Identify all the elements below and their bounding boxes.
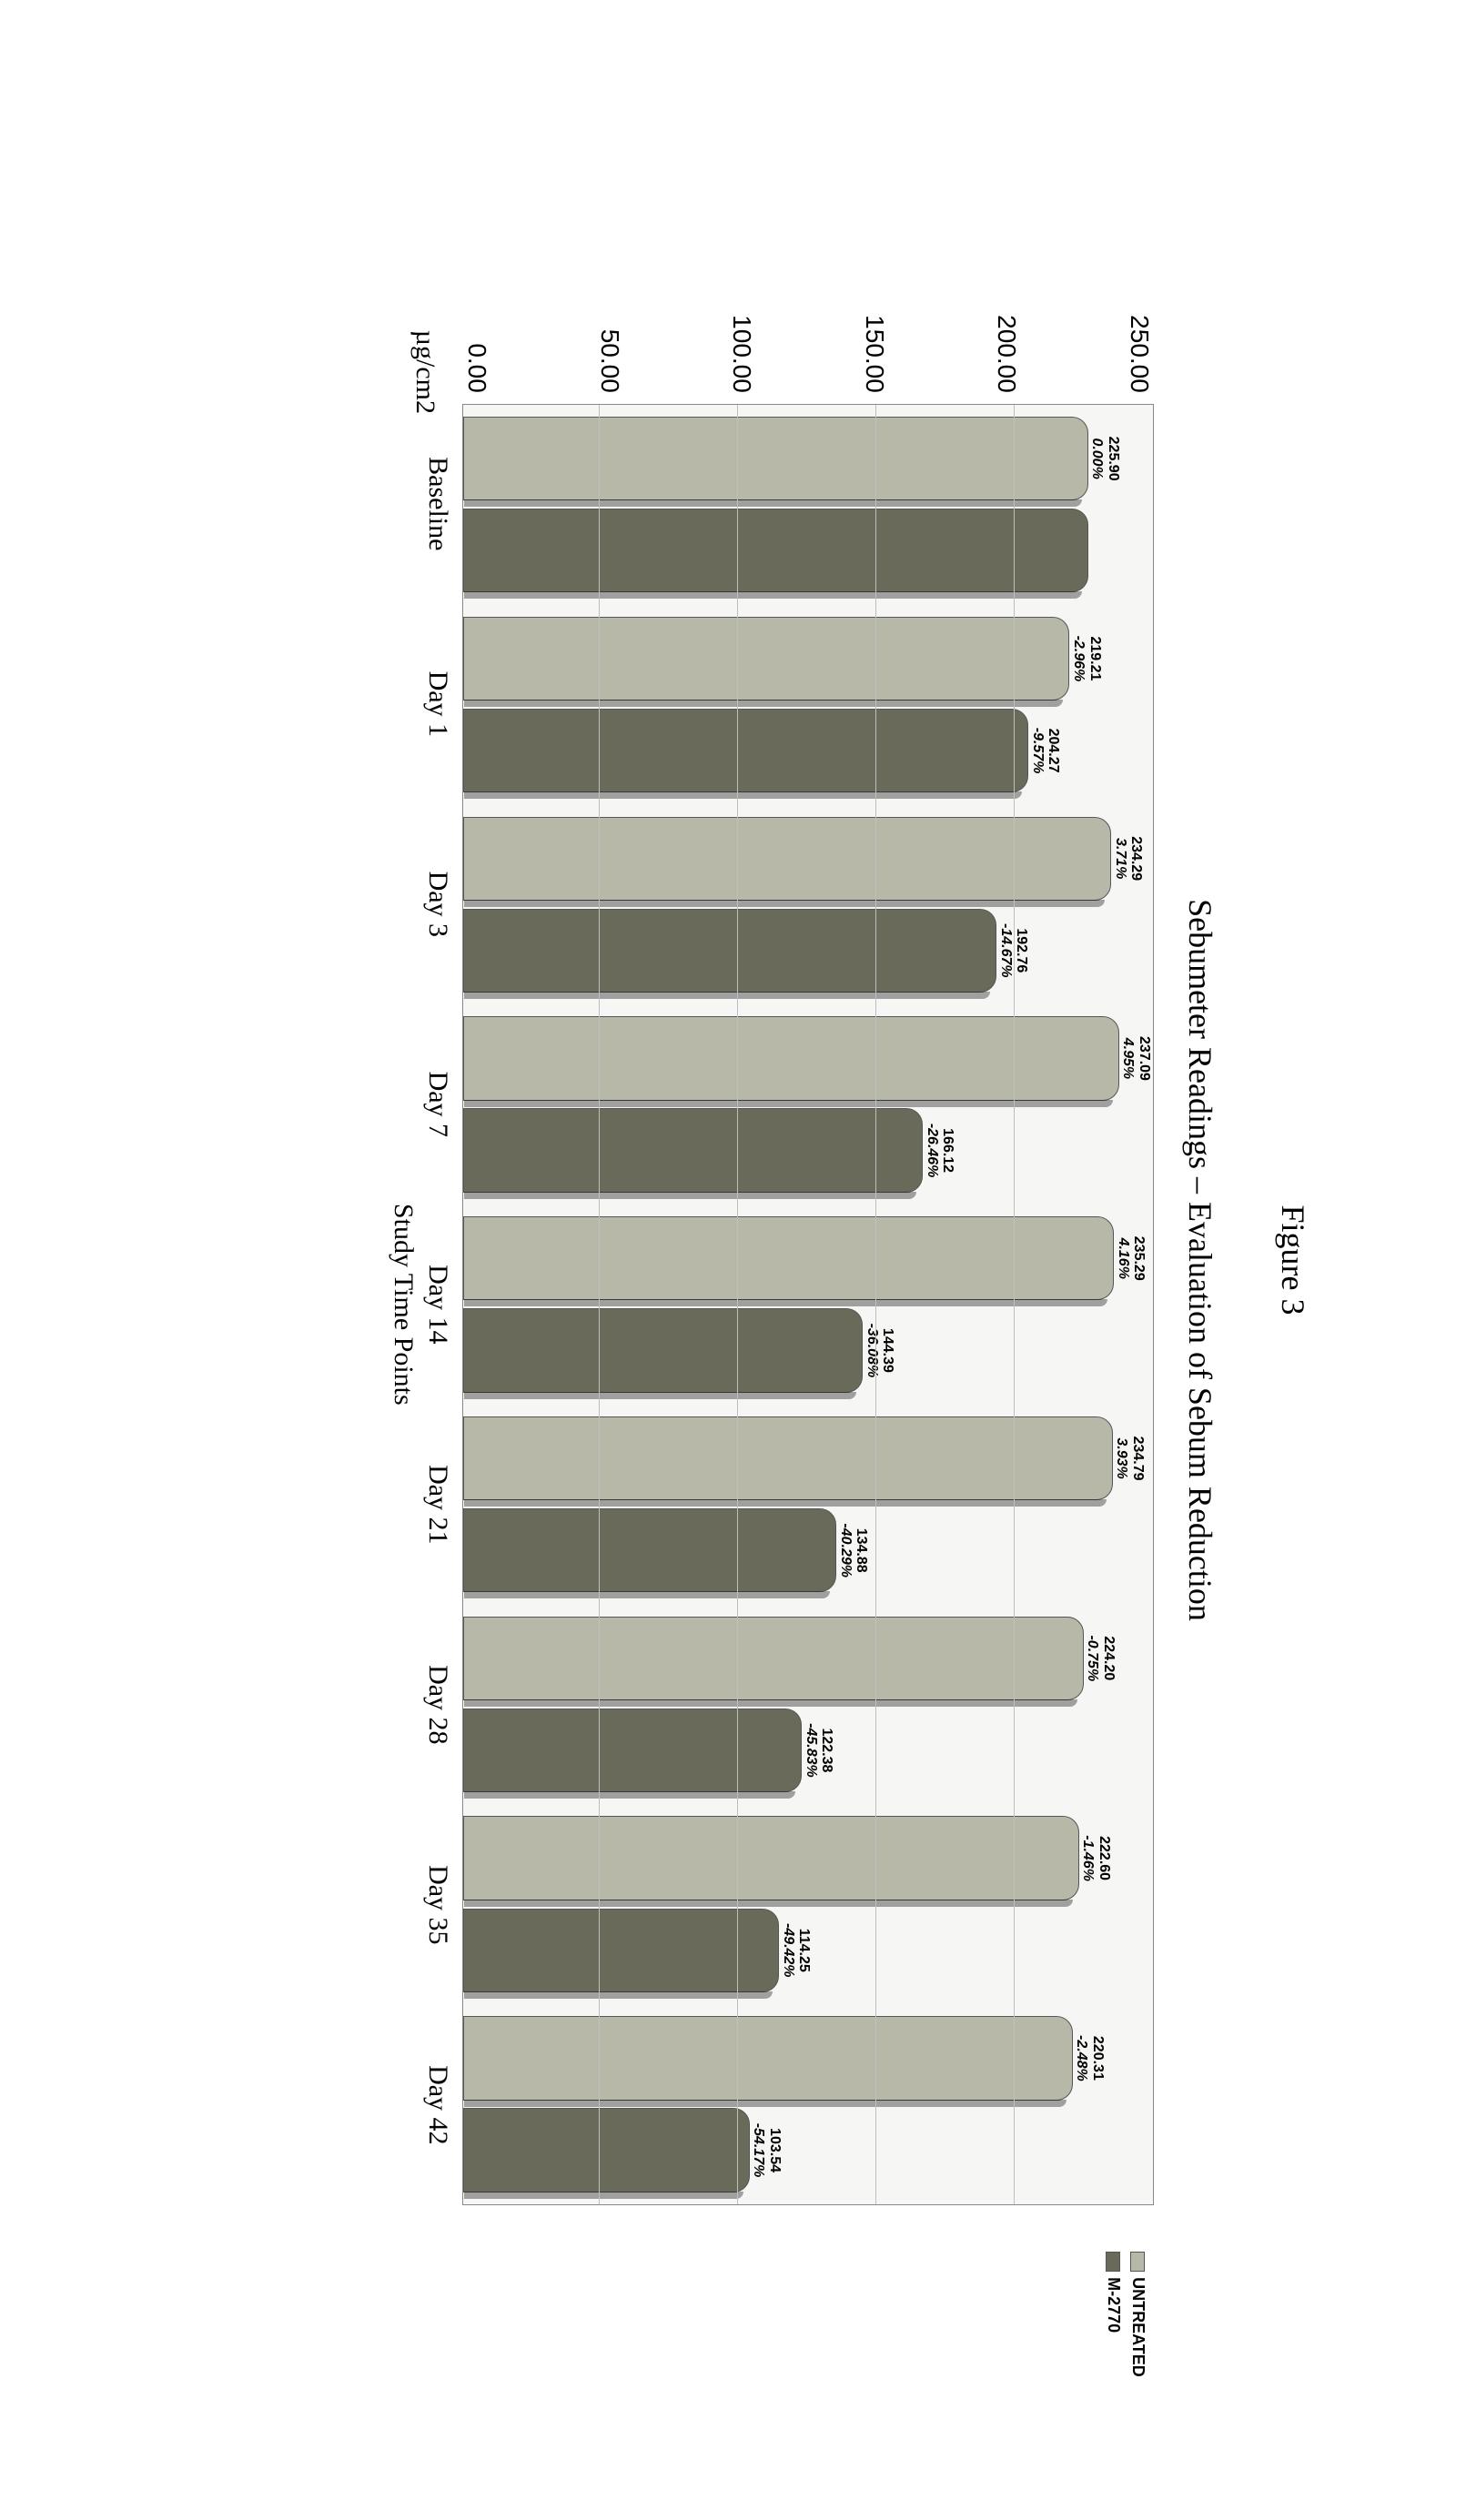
bar-group: 220.31-2.48%103.54-54.17% [463,2004,1153,2204]
y-tick: 200.00 [992,315,1021,393]
bar-label: 166.12-26.46% [922,1109,955,1191]
bar-treated: 122.38-45.83% [463,1709,802,1792]
bar-treated: 166.12-26.46% [463,1108,923,1192]
chart-title: Sebumeter Readings – Evaluation of Sebum… [1181,899,1219,1621]
bar-treated: 192.76-14.67% [463,909,996,993]
y-tick: 150.00 [860,315,889,393]
bar-group: 235.294.16%144.39-36.08% [463,1205,1153,1405]
bar-untreated: 222.60-1.46% [463,1816,1079,1900]
legend-swatch [1107,2252,1121,2272]
bar-untreated: 237.094.95% [463,1016,1119,1100]
bar-group: 237.094.95%166.12-26.46% [463,1004,1153,1205]
bar-untreated: 225.900.00% [463,417,1088,500]
bar-label: 114.25-49.42% [778,1910,812,1991]
grid-line [1014,405,1015,2204]
bar-untreated: 219.21-2.96% [463,617,1069,701]
legend-label: UNTREATED [1128,2277,1147,2377]
bar-label: 204.27-9.57% [1027,710,1061,791]
bar-label: 237.094.95% [1118,1017,1152,1099]
figure-label: Figure 3 [1274,1205,1312,1315]
y-axis: 250.00 200.00 150.00 100.00 50.00 0.00 [462,315,1154,404]
y-tick: 50.00 [595,329,624,393]
bar-untreated: 220.31-2.48% [463,2016,1073,2100]
bar-label: 225.900.00% [1087,418,1121,499]
bar-label: 234.293.71% [1110,818,1144,900]
bar-treated: 144.39-36.08% [463,1308,863,1392]
bar-treated: 204.27-9.57% [463,709,1028,792]
bar-label: 224.20-0.75% [1083,1618,1117,1699]
bar-untreated: 224.20-0.75% [463,1617,1084,1700]
bar-treated: 103.54-54.17% [463,2108,750,2192]
bar-group: 225.900.00% [463,405,1153,605]
bar-label: 144.39-36.08% [862,1309,895,1391]
bar-label: 234.793.93% [1112,1417,1146,1499]
bar-group: 219.21-2.96%204.27-9.57% [463,605,1153,805]
grid-line [737,405,738,2204]
grid-line [875,405,876,2204]
bar-label: 122.38-45.83% [801,1709,834,1791]
bar-label: 219.21-2.96% [1068,618,1102,700]
bar-label: 235.294.16% [1113,1217,1147,1299]
bar-label: 192.76-14.67% [996,910,1029,992]
y-axis-label: µg/cm2 [409,305,440,414]
bar-treated [463,509,1088,592]
bar-label: 134.88-40.29% [835,1509,869,1591]
y-tick: 250.00 [1125,315,1154,393]
bar-group: 224.20-0.75% 122.38-45.83% [463,1605,1153,1805]
legend-label: M-2770 [1104,2277,1123,2333]
bar-untreated: 234.793.93% [463,1416,1113,1500]
plot-area: UNTREATEDM-2770 225.900.00%219.21-2.96%2… [462,404,1154,2205]
legend-swatch [1131,2252,1146,2272]
bar-label: 220.31-2.48% [1072,2017,1106,2099]
chart: 250.00200.00150.00100.0050.000.00 UNTREA… [388,315,1154,2205]
bar-treated: 134.88-40.29% [463,1508,836,1592]
bar-untreated: 235.294.16% [463,1216,1114,1300]
bar-group: 234.793.93%134.88-40.29% [463,1405,1153,1605]
grid-line [599,405,600,2204]
y-tick: 0.00 [462,343,491,393]
y-tick: 100.00 [727,315,756,393]
legend-item: UNTREATED [1128,2252,1147,2377]
bar-label: 103.54-54.17% [749,2109,783,2191]
legend: UNTREATED M-2770 [1098,2252,1147,2377]
bar-group: 222.60-1.46% 114.25-49.42% [463,1804,1153,2004]
legend-item: M-2770 [1104,2252,1123,2377]
bar-label: 222.60-1.46% [1078,1817,1112,1899]
bar-group: 234.293.71% 192.76-14.67% [463,804,1153,1004]
bar-treated: 114.25-49.42% [463,1909,779,1992]
